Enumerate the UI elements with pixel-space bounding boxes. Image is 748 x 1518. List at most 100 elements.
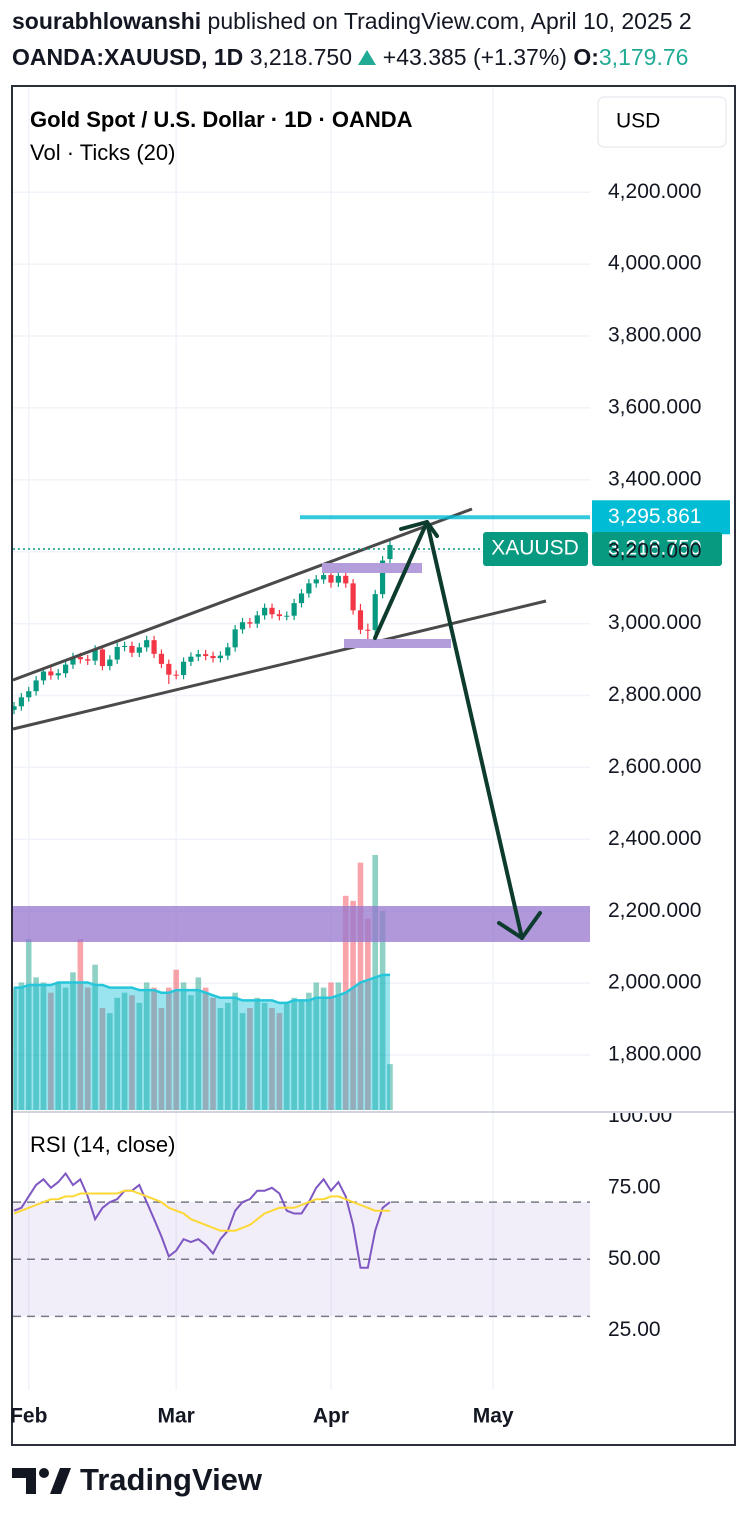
rsi-line bbox=[13, 1171, 391, 1269]
candle-body bbox=[99, 649, 106, 667]
volume-bar bbox=[202, 987, 209, 1110]
candle-body bbox=[269, 607, 275, 615]
volume-bar bbox=[328, 982, 334, 1110]
rsi-band bbox=[13, 1202, 590, 1317]
candle-body bbox=[365, 629, 371, 631]
y-tick-label: 2,800.000 bbox=[608, 683, 701, 706]
volume-bar bbox=[217, 1008, 224, 1110]
candle-body bbox=[92, 649, 98, 661]
volume-bar bbox=[158, 1008, 165, 1110]
volume-bar bbox=[261, 1002, 268, 1110]
y-tick-label: 3,200.000 bbox=[608, 539, 701, 562]
target-zone bbox=[13, 906, 590, 942]
volume-bar bbox=[11, 987, 17, 1110]
volume-bar bbox=[55, 982, 62, 1110]
volume-bar bbox=[33, 977, 39, 1110]
y-tick-label: 3,400.000 bbox=[608, 467, 701, 490]
candle-body bbox=[239, 622, 246, 630]
open-value: 3,179.76 bbox=[598, 44, 689, 70]
symbol-tag bbox=[483, 531, 588, 566]
volume-bar bbox=[25, 939, 32, 1110]
candle-body bbox=[328, 575, 334, 583]
candle-body bbox=[144, 640, 150, 648]
candle-body bbox=[173, 674, 179, 676]
volume-bar bbox=[40, 982, 47, 1110]
candle-body bbox=[284, 615, 290, 617]
rsi-tick-label: 50.00 bbox=[608, 1247, 661, 1270]
candle-body bbox=[107, 659, 113, 667]
volume-ma-line bbox=[14, 973, 390, 1005]
channel bbox=[12, 507, 547, 731]
currency: USD bbox=[616, 110, 660, 133]
level-tag bbox=[592, 500, 730, 535]
volume-bar bbox=[48, 992, 54, 1110]
candle-body bbox=[313, 579, 319, 584]
candle-body bbox=[321, 575, 327, 580]
candle-body bbox=[357, 610, 364, 630]
candle-body bbox=[121, 645, 128, 647]
volume-bar bbox=[188, 995, 194, 1110]
candle-body bbox=[232, 629, 238, 648]
candle-body bbox=[114, 646, 120, 660]
arrow-head-up bbox=[399, 520, 439, 538]
volume-bar bbox=[379, 911, 386, 1110]
volume-bar bbox=[84, 987, 91, 1110]
symbol-label: XAUUSD bbox=[491, 537, 579, 560]
candle-body bbox=[350, 583, 356, 611]
volume-bar bbox=[357, 862, 364, 1110]
volume-bar bbox=[114, 997, 121, 1110]
candle-body bbox=[217, 655, 224, 659]
change: +43.385 (+1.37%) bbox=[382, 44, 567, 70]
rsi-tick-label: 25.00 bbox=[608, 1318, 661, 1341]
volume-bar bbox=[232, 992, 238, 1110]
volume-bar bbox=[254, 997, 261, 1110]
frame bbox=[11, 85, 736, 1446]
candle-body bbox=[180, 661, 187, 676]
volume-bar bbox=[129, 995, 135, 1110]
volume-bar bbox=[210, 997, 216, 1110]
candle-body bbox=[379, 560, 386, 595]
volume-bar bbox=[70, 972, 76, 1110]
candle-body bbox=[63, 664, 69, 674]
candle-body bbox=[136, 647, 142, 653]
candle-body bbox=[254, 615, 260, 624]
y-tick-label: 2,600.000 bbox=[608, 755, 701, 778]
projection-arrows bbox=[373, 520, 542, 940]
volume-bar bbox=[365, 918, 371, 1110]
brand: TradingView bbox=[80, 1462, 263, 1497]
candle-body bbox=[11, 706, 17, 710]
volume-bar bbox=[342, 895, 349, 1110]
publish-info: published on TradingView.com, April 10, … bbox=[201, 8, 692, 34]
volume-bar bbox=[269, 1008, 275, 1110]
candle-body bbox=[33, 680, 39, 692]
volume-bar bbox=[224, 1002, 231, 1110]
candle-body bbox=[166, 663, 172, 675]
currency-button[interactable] bbox=[597, 96, 727, 148]
y-tick-label: 1,800.000 bbox=[608, 1043, 701, 1066]
price-tag bbox=[592, 531, 722, 566]
publish-line: sourabhlowanshi published on TradingView… bbox=[12, 8, 748, 35]
candle-body bbox=[372, 594, 378, 631]
volume-label: Vol · Ticks (20) bbox=[30, 140, 175, 165]
logo bbox=[12, 1468, 71, 1494]
candle-body bbox=[306, 583, 312, 594]
projection-path bbox=[373, 520, 524, 940]
volume-bar bbox=[77, 939, 84, 1110]
volume-bar bbox=[291, 997, 297, 1110]
candle-body bbox=[77, 657, 83, 660]
volume-bar bbox=[320, 987, 327, 1110]
volume-bar bbox=[313, 982, 320, 1110]
candle-body bbox=[18, 697, 24, 707]
channel-lower bbox=[12, 599, 547, 731]
candle-body bbox=[195, 654, 201, 657]
volume-bar bbox=[62, 987, 69, 1110]
candle-body bbox=[225, 647, 231, 656]
resistance-box bbox=[322, 563, 422, 573]
candle-body bbox=[247, 622, 253, 624]
volume-bar bbox=[239, 1013, 246, 1110]
channel-upper bbox=[12, 507, 473, 682]
x-tick-label: Mar bbox=[157, 1405, 194, 1428]
x-tick-label: May bbox=[473, 1405, 514, 1428]
volume-bar bbox=[166, 987, 172, 1110]
volume-bar bbox=[247, 1008, 253, 1110]
